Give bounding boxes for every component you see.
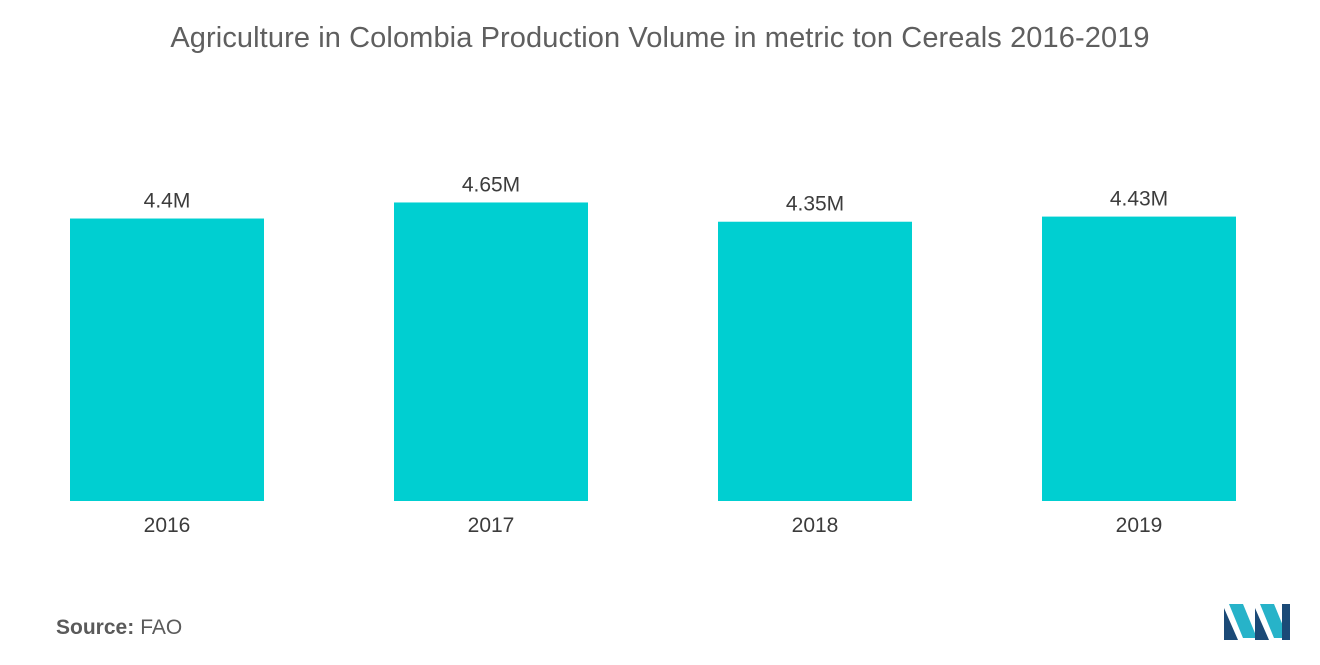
data-label-2019: 4.43M — [1110, 188, 1168, 211]
bar-2017 — [394, 202, 588, 501]
bar-2016 — [70, 218, 264, 501]
x-tick-label-2017: 2017 — [468, 514, 515, 537]
chart-title: Agriculture in Colombia Production Volum… — [170, 22, 1150, 54]
data-label-2018: 4.35M — [786, 193, 844, 216]
source-value: FAO — [140, 616, 183, 639]
bar-2019 — [1042, 216, 1236, 501]
bar-2018 — [718, 221, 912, 502]
mordor-intelligence-logo-icon — [1224, 604, 1290, 640]
data-label-2016: 4.4M — [144, 190, 191, 213]
source-note: Source: FAO — [56, 616, 182, 640]
source-label: Source: — [56, 616, 135, 639]
data-label-2017: 4.65M — [462, 173, 520, 196]
x-tick-label-2016: 2016 — [144, 514, 191, 537]
x-tick-label-2019: 2019 — [1116, 514, 1163, 537]
x-tick-label-2018: 2018 — [792, 514, 839, 537]
